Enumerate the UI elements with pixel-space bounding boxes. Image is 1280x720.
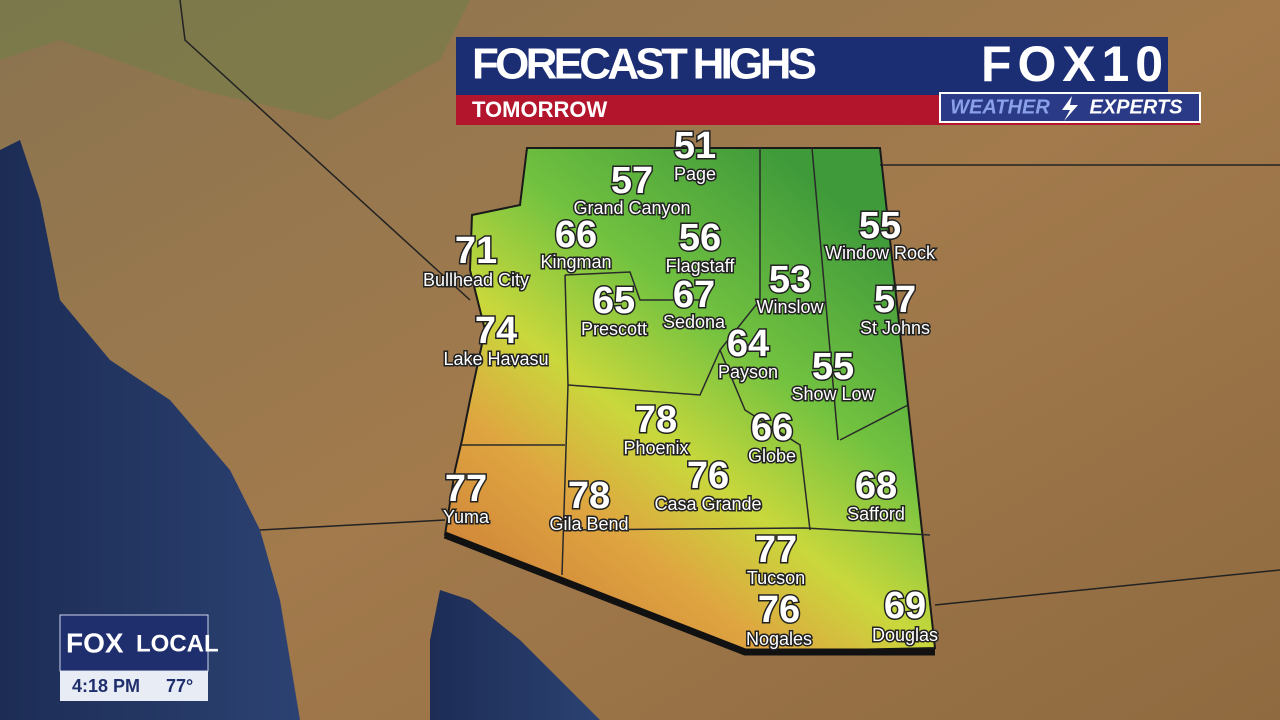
pacific-ocean <box>0 140 300 720</box>
city-high: 55 <box>859 205 901 247</box>
city-name: Window Rock <box>825 243 936 263</box>
city-high: 64 <box>727 323 769 365</box>
gulf-of-california <box>430 590 600 720</box>
city-name: Page <box>674 164 716 184</box>
city-name: Lake Havasu <box>443 349 548 369</box>
city-name: Bullhead City <box>423 270 529 290</box>
border-line <box>443 531 935 656</box>
bug-top <box>59 614 209 672</box>
bug-temperature: 77° <box>166 676 193 696</box>
city-name: Prescott <box>581 319 647 339</box>
city-high: 55 <box>812 346 854 388</box>
city-high: 66 <box>555 214 597 256</box>
city-high: 68 <box>855 465 897 507</box>
city-high: 77 <box>445 468 487 510</box>
city-name: Winslow <box>756 297 824 317</box>
title: FORECAST HIGHS <box>472 40 817 89</box>
city-high: 76 <box>687 455 729 497</box>
city-name: Safford <box>847 504 905 524</box>
city-name: Douglas <box>872 625 938 645</box>
city-name: Flagstaff <box>666 256 736 276</box>
city-high: 78 <box>635 399 677 441</box>
city-high: 76 <box>758 589 800 631</box>
city-name: Sedona <box>663 312 726 332</box>
city-name: Payson <box>718 362 778 382</box>
terrain-north <box>0 0 470 120</box>
city-high: 65 <box>593 280 635 322</box>
city-high: 69 <box>884 585 926 627</box>
bug-time: 4:18 PM <box>72 676 140 696</box>
bug-bottom <box>60 671 208 701</box>
badge-right: EXPERTS <box>1090 96 1184 118</box>
bug-brand-suffix: LOCAL <box>136 630 219 657</box>
city-high: 66 <box>751 407 793 449</box>
bug-brand: FOX <box>66 627 124 658</box>
subtitle: TOMORROW <box>472 97 607 122</box>
city-name: Nogales <box>746 629 812 649</box>
city-name: Casa Grande <box>654 494 761 514</box>
header: FORECAST HIGHS TOMORROW FOX10 WEATHER EX… <box>456 36 1201 125</box>
logo: FOX10 <box>981 36 1163 92</box>
city-high: 71 <box>455 230 497 272</box>
state-lines <box>179 0 1280 606</box>
city-high: 74 <box>475 310 517 352</box>
station-bug: FOX LOCAL 4:18 PM 77° <box>59 614 219 701</box>
city-high: 51 <box>674 125 716 167</box>
title-bar <box>456 37 1168 95</box>
city-high: 57 <box>611 160 653 202</box>
city-name: Globe <box>748 446 796 466</box>
arizona <box>443 147 937 654</box>
city-high: 57 <box>874 279 916 321</box>
county-lines <box>462 147 931 576</box>
city-high: 67 <box>673 274 715 316</box>
city-name: Show Low <box>791 384 875 404</box>
city-name: Tucson <box>747 568 805 588</box>
city-high: 78 <box>568 475 610 517</box>
city-high: 77 <box>755 529 797 571</box>
city-name: Grand Canyon <box>573 198 690 218</box>
badge-left: WEATHER <box>950 96 1050 118</box>
city-high: 53 <box>769 259 811 301</box>
city-name: Kingman <box>540 252 611 272</box>
bolt-icon <box>1062 96 1078 121</box>
city-name: St Johns <box>860 318 930 338</box>
city-name: Gila Bend <box>549 514 628 534</box>
city-name: Phoenix <box>623 438 688 458</box>
city-high: 56 <box>679 217 721 259</box>
city-name: Yuma <box>443 507 490 527</box>
